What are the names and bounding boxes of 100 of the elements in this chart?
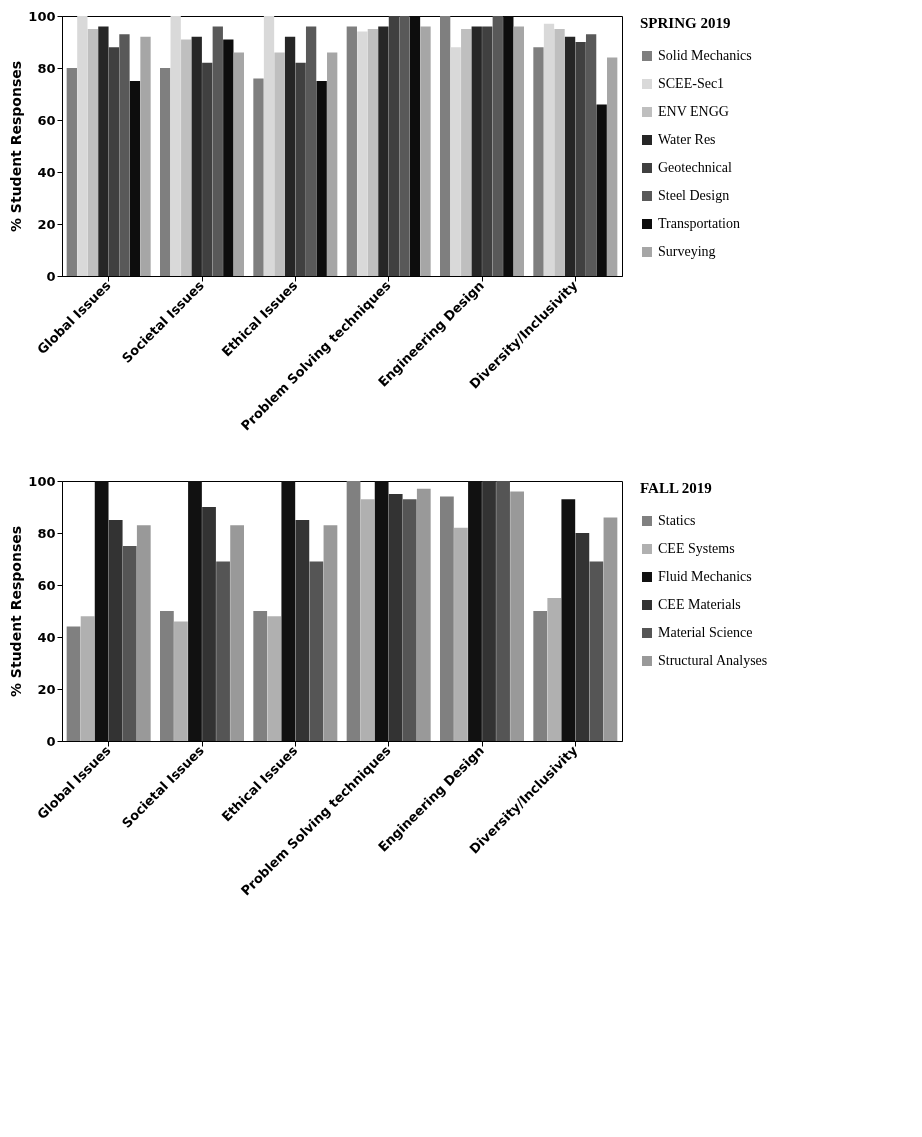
bar: [461, 29, 472, 276]
bar: [108, 520, 123, 741]
legend-label: Statics: [658, 513, 696, 528]
bar: [607, 57, 618, 276]
bar: [482, 481, 496, 741]
bar: [188, 481, 202, 741]
bar: [496, 481, 510, 741]
bar: [471, 26, 482, 276]
bar: [388, 16, 400, 276]
bar: [402, 499, 417, 741]
bar: [129, 81, 141, 276]
bar: [564, 36, 576, 276]
legend-label: Material Science: [658, 625, 753, 640]
legend-label: Surveying: [658, 244, 716, 259]
bar: [316, 81, 327, 276]
bar: [468, 481, 482, 741]
legend-title: SPRING 2019: [640, 15, 731, 31]
bar: [360, 499, 375, 741]
y-axis-title: % Student Responses: [8, 525, 25, 698]
legend-label: SCEE-Sec1: [658, 76, 725, 91]
bar: [554, 29, 565, 276]
bar: [202, 507, 216, 741]
legend-label: Geotechnical: [658, 160, 732, 175]
bar: [346, 26, 357, 276]
bar: [454, 527, 468, 741]
y-tick-label: 0: [46, 733, 56, 749]
bar: [160, 611, 174, 741]
bar: [66, 68, 77, 276]
bar: [212, 26, 223, 276]
bar: [170, 16, 181, 276]
bar: [585, 34, 597, 276]
bar: [440, 496, 454, 741]
bar: [367, 29, 379, 276]
bar: [543, 23, 555, 276]
bar: [295, 520, 310, 741]
bar: [388, 494, 403, 741]
legend-label: ENV ENGG: [658, 104, 729, 119]
legend-label: CEE Materials: [658, 597, 741, 612]
y-tick-label: 20: [37, 216, 56, 232]
bar: [603, 517, 618, 741]
legend-label: Structural Analyses: [658, 653, 768, 668]
bar: [440, 16, 451, 276]
bar: [136, 525, 151, 741]
bar: [378, 26, 389, 276]
bar: [267, 616, 282, 741]
bar: [346, 481, 361, 741]
y-tick-label: 80: [37, 525, 56, 541]
bar: [420, 26, 431, 276]
y-tick-label: 40: [37, 164, 56, 180]
bar: [323, 525, 338, 741]
bar: [305, 26, 317, 276]
bar: [309, 561, 324, 741]
y-tick-label: 100: [28, 473, 56, 489]
bar: [274, 52, 285, 276]
bar: [119, 34, 130, 276]
bar: [503, 16, 514, 276]
bar: [223, 39, 234, 276]
legend-label: Water Res: [658, 132, 716, 147]
bar: [533, 611, 548, 741]
bar: [181, 39, 192, 276]
bar: [533, 47, 544, 276]
bar: [295, 62, 306, 276]
bar: [191, 36, 202, 276]
bar: [87, 29, 99, 276]
bar: [66, 626, 81, 741]
bar: [575, 42, 586, 276]
bar: [233, 52, 244, 276]
legend-title: FALL 2019: [640, 480, 712, 496]
y-tick-label: 0: [46, 268, 56, 284]
bar: [77, 16, 88, 276]
bar: [327, 52, 338, 276]
y-tick-label: 80: [37, 60, 56, 76]
bar: [409, 16, 421, 276]
bar: [575, 533, 590, 741]
bar: [140, 36, 151, 276]
bar: [284, 36, 296, 276]
bar: [216, 561, 230, 741]
bar: [513, 26, 524, 276]
bar: [94, 481, 109, 741]
bar: [510, 491, 524, 741]
bar: [416, 488, 431, 741]
y-tick-label: 20: [37, 681, 56, 697]
bar: [98, 26, 109, 276]
y-tick-label: 40: [37, 629, 56, 645]
bar: [80, 616, 95, 741]
bar: [561, 499, 576, 741]
bar: [174, 621, 188, 741]
legend-label: Transportation: [658, 216, 740, 231]
bar: [263, 16, 275, 276]
bar: [589, 561, 604, 741]
bar: [253, 611, 268, 741]
bar: [357, 31, 368, 276]
y-tick-label: 60: [37, 577, 56, 593]
bar: [122, 546, 137, 741]
bar: [108, 47, 120, 276]
bar: [547, 598, 562, 741]
legend-label: Solid Mechanics: [658, 48, 752, 63]
bar: [596, 104, 607, 276]
bar: [160, 68, 171, 276]
legend-label: Fluid Mechanics: [658, 569, 752, 584]
